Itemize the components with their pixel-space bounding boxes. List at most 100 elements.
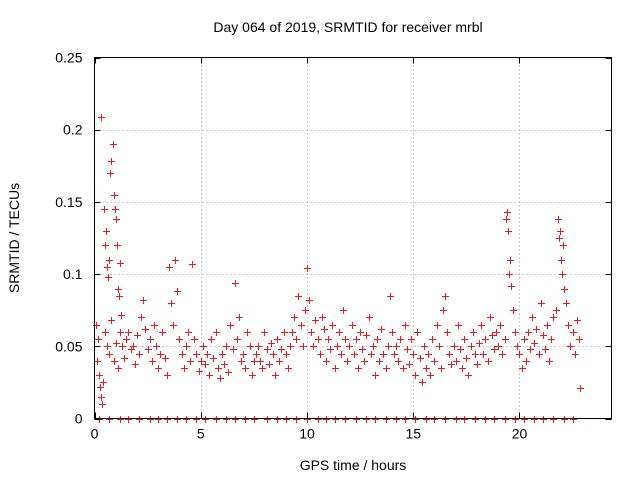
data-point [344, 358, 351, 365]
data-point [332, 416, 339, 423]
data-point [217, 375, 224, 382]
data-point [355, 365, 362, 372]
y-tick-label: 0.2 [63, 122, 83, 138]
data-point [497, 322, 504, 329]
data-point [461, 416, 468, 423]
data-point [242, 416, 249, 423]
data-point [351, 351, 358, 358]
data-point [255, 343, 262, 350]
data-point [536, 351, 543, 358]
data-point [179, 351, 186, 358]
y-tick-labels: 0 0.05 0.1 0.15 0.2 0.25 [55, 50, 82, 427]
data-point [442, 293, 449, 300]
data-point [387, 293, 394, 300]
data-point [368, 351, 375, 358]
data-point [159, 329, 166, 336]
data-point [238, 358, 245, 365]
data-point [132, 361, 139, 368]
data-point [506, 271, 513, 278]
data-point [363, 332, 370, 339]
data-point [376, 358, 383, 365]
data-point [100, 379, 107, 386]
data-point [117, 416, 124, 423]
data-point [289, 329, 296, 336]
data-point [121, 355, 128, 362]
data-point [334, 343, 341, 350]
x-tick-labels: 0 5 10 15 20 [91, 426, 528, 442]
data-point [423, 365, 430, 372]
data-point [113, 340, 120, 347]
data-point [298, 322, 305, 329]
data-point [577, 385, 584, 392]
data-point [453, 358, 460, 365]
data-point [310, 343, 317, 350]
data-point [114, 242, 121, 249]
x-tick-label: 15 [405, 426, 421, 442]
data-point [149, 358, 156, 365]
data-point [166, 264, 173, 271]
data-point [134, 332, 141, 339]
data-point [491, 346, 498, 353]
data-point [236, 314, 243, 321]
data-point [421, 343, 428, 350]
data-point [293, 336, 300, 343]
data-point [510, 307, 517, 314]
data-point [274, 336, 281, 343]
data-point [495, 343, 502, 350]
data-point [125, 416, 132, 423]
data-point [264, 416, 271, 423]
data-point [302, 307, 309, 314]
data-point [176, 336, 183, 343]
data-point [253, 351, 260, 358]
data-point [417, 355, 424, 362]
data-point [106, 351, 113, 358]
data-point [315, 336, 322, 343]
data-point [219, 351, 226, 358]
data-point [204, 351, 211, 358]
data-point [512, 329, 519, 336]
data-point [570, 416, 577, 423]
data-point [395, 358, 402, 365]
data-point [202, 361, 209, 368]
data-point [285, 365, 292, 372]
data-point [514, 343, 521, 350]
data-point [346, 343, 353, 350]
data-point [96, 372, 103, 379]
data-point [359, 346, 366, 353]
data-point [312, 317, 319, 324]
data-point [378, 326, 385, 333]
data-point [472, 416, 479, 423]
data-point [125, 329, 132, 336]
data-point [448, 361, 455, 368]
data-point [489, 332, 496, 339]
data-point [183, 343, 190, 350]
data-point [98, 394, 105, 401]
data-point [323, 358, 330, 365]
data-point [412, 372, 419, 379]
data-point [461, 336, 468, 343]
data-point [234, 336, 241, 343]
data-point [291, 314, 298, 321]
data-point [308, 329, 315, 336]
data-point [151, 322, 158, 329]
data-point [118, 312, 125, 319]
data-point [542, 346, 549, 353]
data-point [560, 242, 567, 249]
data-point [251, 416, 258, 423]
data-point [193, 351, 200, 358]
data-point [198, 358, 205, 365]
data-point [408, 336, 415, 343]
data-point [321, 326, 328, 333]
data-point [521, 336, 528, 343]
data-point [342, 416, 349, 423]
data-point [155, 416, 162, 423]
data-point [453, 416, 460, 423]
data-point [516, 351, 523, 358]
data-point [295, 293, 302, 300]
data-point [107, 170, 114, 177]
data-point [123, 336, 130, 343]
data-point [317, 351, 324, 358]
data-point [227, 322, 234, 329]
